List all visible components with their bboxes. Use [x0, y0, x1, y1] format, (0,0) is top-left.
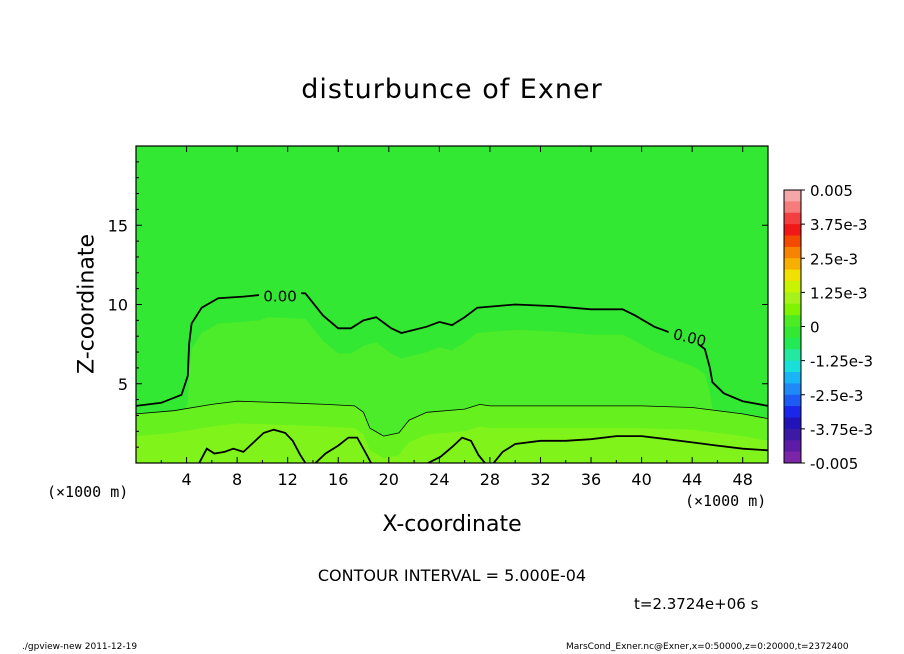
- thin-contour-line: [136, 400, 768, 437]
- x-tick-label: 20: [379, 470, 399, 489]
- colorbar-label: 3.75e-3: [810, 216, 868, 234]
- contour-label-bg-1: [259, 286, 302, 304]
- colorbar-band: [784, 372, 801, 384]
- x-axis-label: X-coordinate: [382, 512, 522, 537]
- colorbar-band: [784, 440, 801, 453]
- colorbar-band: [784, 212, 801, 225]
- colorbar-band: [784, 201, 801, 214]
- footer-file-info: MarsCond_Exner.nc@Exner,x=0:50000,z=0:20…: [566, 642, 849, 652]
- footer-program-info: ./gpview-new 2011-12-19: [22, 642, 138, 652]
- colorbar-band: [784, 383, 801, 396]
- chart-title: disturbunce of Exner: [301, 74, 603, 105]
- colorbar-label: 0: [810, 319, 820, 337]
- colorbar-label: -0.005: [810, 455, 858, 473]
- contour-label-bg-2: [668, 327, 711, 345]
- x-tick-label: 48: [733, 470, 753, 489]
- y-tick-label: 10: [108, 296, 128, 315]
- contour-label-1: 0.00: [263, 288, 296, 306]
- colorbar-band: [784, 417, 801, 430]
- colorbar-label: 1.25e-3: [810, 284, 868, 302]
- colorbar-label: 0.005: [810, 182, 853, 200]
- colorbar-band: [784, 394, 801, 407]
- colorbar-band: [784, 337, 801, 350]
- x-tick-label: 12: [278, 470, 298, 489]
- colorbar-label: -3.75e-3: [810, 421, 873, 439]
- colorbar-band: [784, 326, 801, 339]
- x-tick-label: 24: [429, 470, 449, 489]
- colorbar-label: 2.5e-3: [810, 250, 858, 268]
- colorbar-band: [784, 349, 801, 362]
- colorbar-band: [784, 235, 801, 248]
- colorbar-band: [784, 360, 801, 373]
- colorbar-label: -2.5e-3: [810, 387, 863, 405]
- field-band-bottom: [136, 423, 768, 463]
- colorbar-band: [784, 224, 801, 236]
- colorbar-band: [784, 428, 801, 441]
- colorbar-band: [784, 281, 801, 293]
- lower-contour-line-1: [198, 428, 307, 463]
- lower-contour-line-2: [314, 436, 372, 463]
- time-stamp: t=2.3724e+06 s: [634, 595, 759, 613]
- x-tick-label: 40: [631, 470, 651, 489]
- colorbar-band: [784, 451, 801, 464]
- x-tick-label: 28: [480, 470, 500, 489]
- x-unit-label-right: (×1000 m): [685, 492, 767, 510]
- x-tick-label: 44: [682, 470, 702, 489]
- colorbar-band: [784, 292, 801, 305]
- colorbar-band: [784, 315, 801, 327]
- contour-fill: [136, 146, 768, 463]
- lower-contour-line-3: [427, 436, 486, 463]
- colorbar-band: [784, 190, 801, 202]
- colorbar: 0.005 3.75e-3 2.5e-3 1.25e-3 0 -1.25e-3 -2.5e-…: [783, 182, 873, 473]
- y-tick-label: 5: [118, 375, 128, 394]
- colorbar-band: [784, 303, 801, 316]
- x-tick-label: 8: [232, 470, 242, 489]
- colorbar-label: -1.25e-3: [810, 353, 873, 371]
- colorbar-band: [784, 406, 801, 418]
- lower-contour-line-4: [492, 435, 768, 463]
- contour-interval-text: CONTOUR INTERVAL = 5.000E-04: [317, 566, 587, 585]
- y-tick-label: 15: [108, 216, 128, 235]
- y-axis-label: Z-coordinate: [74, 234, 100, 374]
- x-tick-label: 4: [181, 470, 191, 489]
- x-tick-label: 16: [328, 470, 348, 489]
- x-unit-label-left: (×1000 m): [47, 483, 129, 501]
- colorbar-band: [784, 269, 801, 282]
- x-tick-label: 36: [581, 470, 601, 489]
- colorbar-band: [784, 246, 801, 259]
- colorbar-band: [784, 258, 801, 271]
- x-tick-label: 32: [530, 470, 550, 489]
